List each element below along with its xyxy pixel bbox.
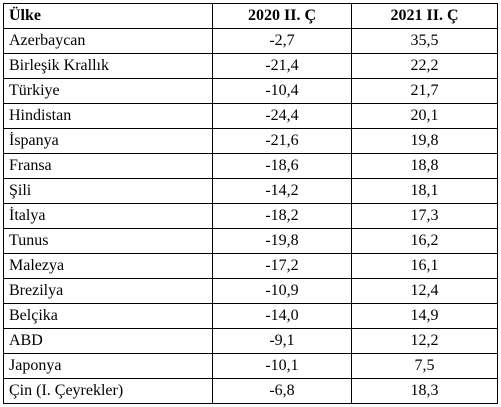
country-cell: Belçika xyxy=(3,303,213,329)
value-cell: 17,3 xyxy=(351,203,498,229)
table-row: Japonya -10,1 7,5 xyxy=(3,353,498,379)
value-cell: -24,4 xyxy=(212,103,352,129)
data-table: Ülke 2020 II. Ç 2021 II. Ç Azerbaycan -2,7 3… xyxy=(3,3,498,404)
value-cell: 18,3 xyxy=(351,378,498,404)
country-cell: ABD xyxy=(3,328,213,354)
table-row: Brezilya -10,9 12,4 xyxy=(3,278,498,304)
value-cell: -19,8 xyxy=(212,228,352,254)
value-cell: -6,8 xyxy=(212,378,352,404)
country-cell: Tunus xyxy=(3,228,213,254)
value-cell: 12,2 xyxy=(351,328,498,354)
value-cell: -17,2 xyxy=(212,253,352,279)
value-cell: -14,0 xyxy=(212,303,352,329)
country-cell: Azerbaycan xyxy=(3,28,213,54)
country-cell: Şili xyxy=(3,178,213,204)
value-cell: -9,1 xyxy=(212,328,352,354)
country-cell: Fransa xyxy=(3,153,213,179)
country-cell: Hindistan xyxy=(3,103,213,129)
country-cell: Japonya xyxy=(3,353,213,379)
table-row: Malezya -17,2 16,1 xyxy=(3,253,498,279)
table-row: Türkiye -10,4 21,7 xyxy=(3,78,498,104)
table-row: Çin (I. Çeyrekler) -6,8 18,3 xyxy=(3,378,498,404)
table-row: Birleşik Krallık -21,4 22,2 xyxy=(3,53,498,79)
table-row: Tunus -19,8 16,2 xyxy=(3,228,498,254)
table-body: Azerbaycan -2,7 35,5 Birleşik Krallık -21,4 2… xyxy=(3,28,498,404)
value-cell: 18,8 xyxy=(351,153,498,179)
value-cell: -10,1 xyxy=(212,353,352,379)
country-cell: Çin (I. Çeyrekler) xyxy=(3,378,213,404)
value-cell: -18,6 xyxy=(212,153,352,179)
value-cell: 35,5 xyxy=(351,28,498,54)
country-cell: İtalya xyxy=(3,203,213,229)
country-cell: İspanya xyxy=(3,128,213,154)
value-cell: -18,2 xyxy=(212,203,352,229)
country-cell: Türkiye xyxy=(3,78,213,104)
value-cell: 16,1 xyxy=(351,253,498,279)
table-row: Belçika -14,0 14,9 xyxy=(3,303,498,329)
header-cell: 2020 II. Ç xyxy=(212,3,352,29)
value-cell: -10,9 xyxy=(212,278,352,304)
table-row: Şili -14,2 18,1 xyxy=(3,178,498,204)
value-cell: 19,8 xyxy=(351,128,498,154)
value-cell: 14,9 xyxy=(351,303,498,329)
value-cell: 22,2 xyxy=(351,53,498,79)
value-cell: -21,6 xyxy=(212,128,352,154)
country-cell: Malezya xyxy=(3,253,213,279)
table-header: Ülke 2020 II. Ç 2021 II. Ç xyxy=(3,3,498,29)
header-cell: Ülke xyxy=(3,3,213,29)
table-row: Hindistan -24,4 20,1 xyxy=(3,103,498,129)
table-row: İtalya -18,2 17,3 xyxy=(3,203,498,229)
value-cell: 12,4 xyxy=(351,278,498,304)
header-cell: 2021 II. Ç xyxy=(351,3,498,29)
value-cell: -21,4 xyxy=(212,53,352,79)
value-cell: 20,1 xyxy=(351,103,498,129)
table-row: Fransa -18,6 18,8 xyxy=(3,153,498,179)
value-cell: -10,4 xyxy=(212,78,352,104)
country-cell: Birleşik Krallık xyxy=(3,53,213,79)
value-cell: 21,7 xyxy=(351,78,498,104)
country-cell: Brezilya xyxy=(3,278,213,304)
header-row: Ülke 2020 II. Ç 2021 II. Ç xyxy=(3,3,498,29)
value-cell: 16,2 xyxy=(351,228,498,254)
table-row: İspanya -21,6 19,8 xyxy=(3,128,498,154)
value-cell: 7,5 xyxy=(351,353,498,379)
table-row: Azerbaycan -2,7 35,5 xyxy=(3,28,498,54)
value-cell: -14,2 xyxy=(212,178,352,204)
table-row: ABD -9,1 12,2 xyxy=(3,328,498,354)
value-cell: -2,7 xyxy=(212,28,352,54)
value-cell: 18,1 xyxy=(351,178,498,204)
